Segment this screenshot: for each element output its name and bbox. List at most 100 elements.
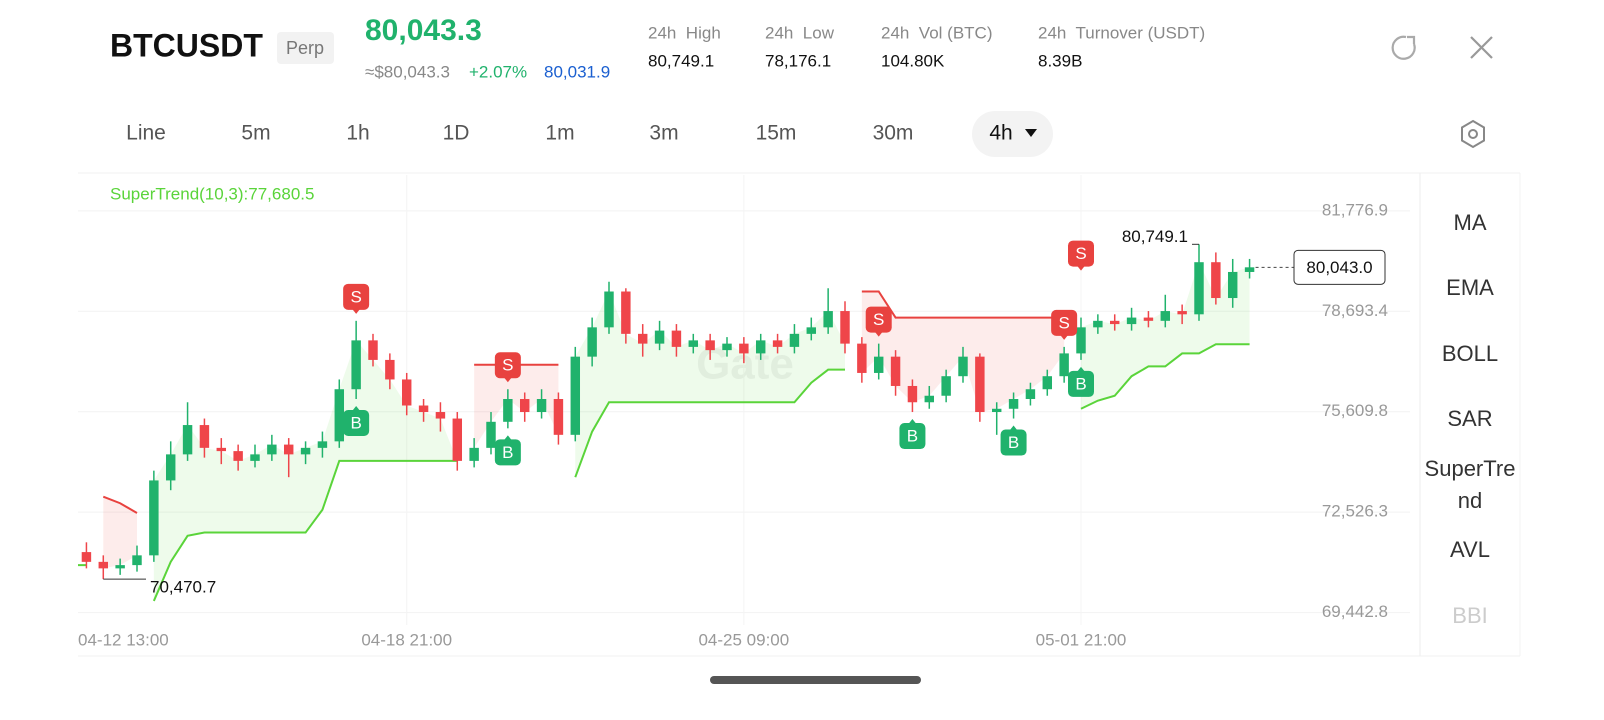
candle-body bbox=[553, 399, 564, 435]
signal-badge bbox=[343, 283, 370, 310]
candle-body bbox=[368, 340, 378, 360]
tab[interactable]: 1D bbox=[443, 122, 470, 145]
candle-body bbox=[469, 447, 479, 461]
candle-body bbox=[722, 343, 732, 351]
indicator[interactable]: EMA bbox=[1446, 275, 1494, 301]
settings-button[interactable] bbox=[1461, 119, 1485, 149]
close-button[interactable] bbox=[1470, 36, 1493, 59]
signal-pointer bbox=[503, 435, 512, 441]
stat-value: 104.80K bbox=[881, 51, 945, 70]
candle-body bbox=[941, 376, 951, 396]
candle-body bbox=[1177, 311, 1187, 315]
indicator-cell: BOLL bbox=[1420, 321, 1520, 387]
candle-body bbox=[519, 399, 530, 413]
candle-body bbox=[283, 444, 294, 455]
indicator-label: SuperTrend(10,3):77,680.5 bbox=[110, 184, 314, 203]
y-tick-label: 72,526.3 bbox=[1322, 502, 1388, 521]
trend-fill bbox=[1081, 262, 1250, 409]
candle-body bbox=[857, 343, 867, 373]
indicator[interactable]: SAR bbox=[1447, 406, 1493, 432]
dropdown-arrow bbox=[1025, 129, 1037, 137]
candle-body bbox=[165, 454, 176, 481]
candle-body bbox=[182, 425, 193, 455]
signal-label: B bbox=[907, 427, 918, 446]
candle-body bbox=[132, 555, 142, 566]
indicator-cell: EMA bbox=[1420, 256, 1520, 322]
stat-label: 24h Turnover (USDT) bbox=[1038, 23, 1205, 42]
candle-body bbox=[1076, 327, 1086, 354]
candle-body bbox=[907, 385, 918, 403]
indicator[interactable]: BBI bbox=[1452, 602, 1488, 628]
signal-label: B bbox=[1008, 433, 1019, 452]
y-tick-label: 75,609.8 bbox=[1322, 401, 1388, 420]
signal-badge bbox=[899, 423, 926, 450]
plot: 81,776.9 78,693.4 75,609.8 72,526.3 69,442.8… bbox=[78, 175, 1410, 649]
tab[interactable]: 30m bbox=[873, 122, 914, 145]
signal-badge bbox=[494, 352, 521, 379]
candle-body bbox=[739, 343, 749, 354]
tab[interactable]: 3m bbox=[649, 122, 678, 145]
close-icon bbox=[1470, 36, 1493, 59]
tab[interactable]: 5m bbox=[241, 122, 270, 145]
tab-selected-bg bbox=[972, 111, 1053, 157]
stat-label: 24h Vol (BTC) bbox=[881, 23, 993, 42]
tab-selected[interactable]: 4h bbox=[989, 122, 1012, 145]
signal-label: S bbox=[1058, 313, 1069, 332]
candle-body bbox=[873, 356, 884, 373]
indicator[interactable]: BOLL bbox=[1441, 340, 1499, 366]
candle-body bbox=[300, 447, 311, 455]
home-indicator bbox=[710, 676, 921, 684]
candle-body bbox=[385, 359, 395, 380]
refresh-button[interactable] bbox=[1391, 35, 1416, 60]
signal-pointer bbox=[503, 377, 512, 383]
signal-badge bbox=[1051, 309, 1078, 336]
signal-label: S bbox=[350, 287, 361, 306]
settings-icon-dot bbox=[1468, 129, 1478, 139]
last-price-box bbox=[1293, 249, 1386, 285]
signal-badge bbox=[494, 439, 521, 466]
candle-body bbox=[890, 356, 901, 386]
candle-body bbox=[98, 561, 109, 569]
candle-body bbox=[1211, 262, 1221, 299]
indicator-cell: AVL bbox=[1420, 518, 1520, 584]
trend-fill bbox=[103, 496, 137, 569]
candle-body bbox=[621, 291, 631, 334]
indicator-list: MA EMA BOLL SAR SuperTrend AVL BBI bbox=[1420, 190, 1520, 649]
candle-body bbox=[435, 412, 446, 419]
signal-pointer bbox=[1009, 425, 1018, 431]
trend-fill bbox=[153, 340, 458, 601]
indicator[interactable]: AVL bbox=[1450, 537, 1490, 563]
candle-body bbox=[267, 444, 277, 455]
stat-value: 80,749.1 bbox=[648, 51, 714, 70]
refresh-arrow bbox=[1407, 35, 1416, 44]
candle-body bbox=[115, 565, 125, 569]
signal-pointer bbox=[352, 406, 361, 411]
candle-body bbox=[671, 330, 682, 347]
indicator[interactable]: MA bbox=[1453, 209, 1487, 235]
candle-body bbox=[1244, 267, 1255, 272]
candle-body bbox=[975, 356, 985, 413]
candle-body bbox=[806, 327, 817, 334]
refresh-icon bbox=[1391, 35, 1416, 60]
signal-pointer bbox=[352, 308, 361, 314]
signal-badge bbox=[1068, 370, 1094, 397]
x-tick-label: 04-25 09:00 bbox=[698, 630, 789, 649]
tab[interactable]: Line bbox=[126, 122, 166, 145]
candle-body bbox=[604, 291, 614, 328]
stat-label: 24h High bbox=[648, 23, 721, 42]
tab[interactable]: 15m bbox=[756, 122, 797, 145]
candle-body bbox=[149, 480, 159, 556]
change: +2.07% bbox=[469, 62, 527, 81]
stat-value: 8.39B bbox=[1038, 51, 1082, 70]
indicator[interactable]: SuperTrend bbox=[1424, 455, 1516, 513]
candle-body bbox=[401, 379, 412, 406]
candle-body bbox=[317, 441, 328, 448]
tab[interactable]: 1m bbox=[545, 122, 574, 145]
indicator-cell: SuperTrend bbox=[1420, 452, 1520, 518]
trend-fill bbox=[575, 291, 845, 478]
tab[interactable]: 1h bbox=[346, 122, 369, 145]
x-tick-label: 04-18 21:00 bbox=[361, 630, 452, 649]
candle-body bbox=[1093, 320, 1103, 328]
candle-body bbox=[823, 311, 833, 328]
candle-body bbox=[789, 333, 800, 347]
